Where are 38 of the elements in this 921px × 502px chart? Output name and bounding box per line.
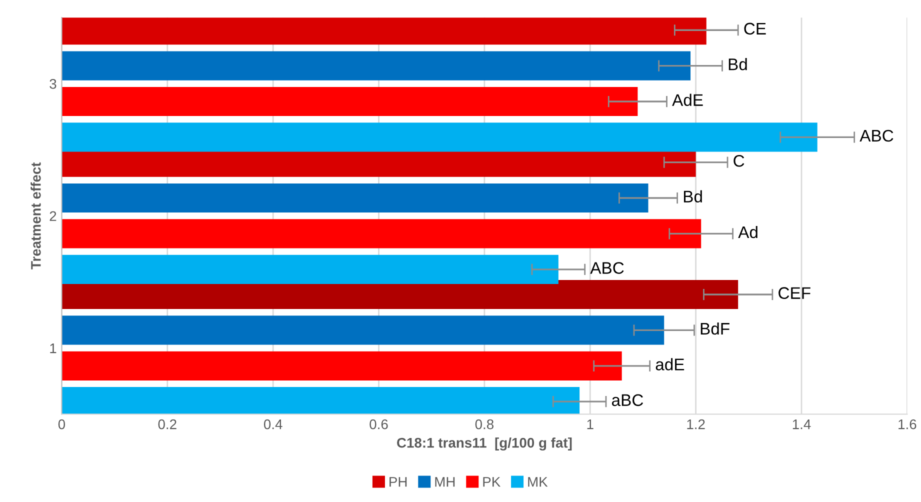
data-label: BdF (700, 322, 730, 335)
x-tick-label: 1.6 (898, 419, 916, 430)
bar (62, 254, 558, 284)
y-tick-label: 3 (50, 79, 56, 89)
bar (62, 316, 664, 345)
data-label: C (734, 154, 744, 167)
data-label: ABC (860, 130, 894, 142)
y-tick-label: 2 (50, 211, 56, 221)
legend-label: PH (390, 477, 407, 487)
x-tick-label: 1 (587, 420, 594, 430)
legend-label: PK (483, 477, 500, 487)
y-tick-label: 1 (50, 344, 56, 354)
x-tick-label: 1.2 (687, 419, 705, 430)
data-label: ABC (590, 262, 624, 274)
legend-label: MH (435, 477, 455, 487)
bar (62, 219, 702, 248)
x-tick-label: 0 (58, 419, 66, 430)
data-label: Bd (728, 58, 747, 70)
data-label: CE (744, 22, 766, 35)
bar (62, 122, 818, 152)
data-label: AdE (672, 94, 703, 106)
x-tick-label: 1.4 (792, 420, 811, 430)
y-axis-title: Treatment effect (30, 162, 41, 270)
x-tick-label: 0.4 (264, 419, 282, 430)
bar (62, 51, 691, 80)
data-label: adE (656, 358, 684, 370)
data-label: Ad (738, 226, 758, 238)
bar (62, 351, 622, 380)
x-tick-label: 0.6 (370, 419, 388, 430)
data-label: CEF (778, 287, 810, 299)
x-tick-label: 0.2 (158, 419, 176, 430)
legend-label: MK (528, 477, 548, 487)
x-tick-label: 0.8 (475, 419, 494, 430)
data-label: Bd (684, 190, 702, 202)
bar (62, 183, 648, 213)
data-label: aBC (612, 394, 644, 406)
x-axis-title: C18:1 trans11 [g/100 g fat] (397, 438, 572, 451)
bar (62, 86, 638, 116)
